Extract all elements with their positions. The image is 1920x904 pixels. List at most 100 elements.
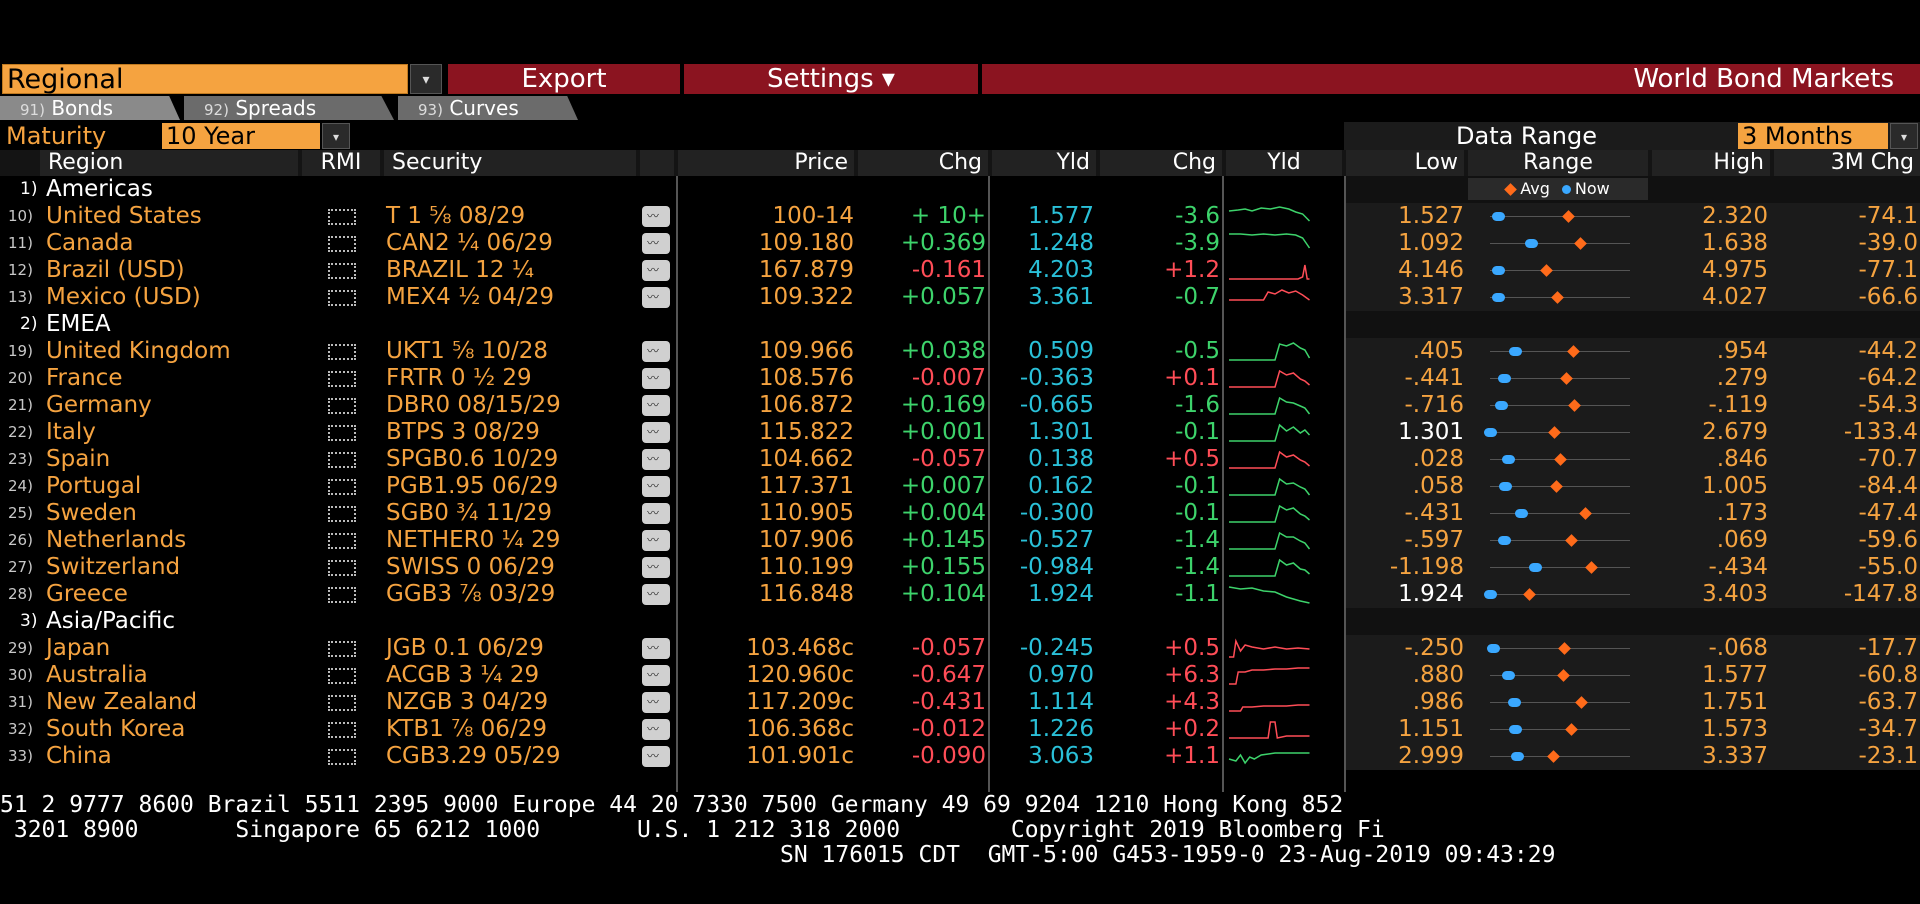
region-name[interactable]: Mexico (USD): [46, 284, 201, 310]
region-name[interactable]: Italy: [46, 419, 96, 445]
col-high[interactable]: High: [1652, 150, 1770, 176]
rmi-checkbox[interactable]: [328, 263, 356, 279]
table-row[interactable]: 20) France FRTR 0 ½ 29 〰 108.576 -0.007 -0.363…: [0, 365, 1920, 392]
settings-button[interactable]: Settings ▾: [684, 64, 978, 94]
chart-icon[interactable]: 〰: [642, 503, 670, 524]
rmi-checkbox[interactable]: [328, 668, 356, 684]
region-name[interactable]: Germany: [46, 392, 152, 418]
table-row[interactable]: 23) Spain SPGB0.6 10/29 〰 104.662 -0.057 0.138…: [0, 446, 1920, 473]
region-name[interactable]: France: [46, 365, 123, 391]
table-row[interactable]: 19) United Kingdom UKT1 ⅝ 10/28 〰 109.966 +0.…: [0, 338, 1920, 365]
regional-dropdown-button[interactable]: ▾: [410, 64, 442, 94]
table-row[interactable]: 25) Sweden SGB0 ¾ 11/29 〰 110.905 +0.004 -0.30…: [0, 500, 1920, 527]
tab-bonds[interactable]: 91) Bonds: [0, 96, 180, 120]
rmi-checkbox[interactable]: [328, 344, 356, 360]
export-button[interactable]: Export: [448, 64, 680, 94]
security-name[interactable]: SWISS 0 06/29: [386, 554, 555, 580]
security-name[interactable]: NZGB 3 04/29: [386, 689, 549, 715]
col-yld-chg[interactable]: Chg: [1100, 150, 1222, 176]
chart-icon[interactable]: 〰: [642, 449, 670, 470]
table-row[interactable]: 26) Netherlands NETHER0 ¼ 29 〰 107.906 +0.145…: [0, 527, 1920, 554]
table-row[interactable]: 31) New Zealand NZGB 3 04/29 〰 117.209c -0.43…: [0, 689, 1920, 716]
region-name[interactable]: Netherlands: [46, 527, 187, 553]
rmi-checkbox[interactable]: [328, 641, 356, 657]
table-row[interactable]: 28) Greece GGB3 ⅞ 03/29 〰 116.848 +0.104 1.924…: [0, 581, 1920, 608]
region-name[interactable]: Sweden: [46, 500, 137, 526]
chart-icon[interactable]: 〰: [642, 692, 670, 713]
region-name[interactable]: Switzerland: [46, 554, 181, 580]
chart-icon[interactable]: 〰: [642, 665, 670, 686]
group-label[interactable]: Asia/Pacific: [46, 608, 176, 634]
security-name[interactable]: NETHER0 ¼ 29: [386, 527, 561, 553]
region-name[interactable]: Portugal: [46, 473, 142, 499]
chart-icon[interactable]: 〰: [642, 422, 670, 443]
table-row[interactable]: 22) Italy BTPS 3 08/29 〰 115.822 +0.001 1.301 -…: [0, 419, 1920, 446]
table-row[interactable]: 30) Australia ACGB 3 ¼ 29 〰 120.960c -0.647 0.…: [0, 662, 1920, 689]
region-name[interactable]: Spain: [46, 446, 111, 472]
col-chg[interactable]: Chg: [858, 150, 988, 176]
region-name[interactable]: United Kingdom: [46, 338, 231, 364]
security-name[interactable]: PGB1.95 06/29: [386, 473, 559, 499]
table-row[interactable]: 29) Japan JGB 0.1 06/29 〰 103.468c -0.057 -0.2…: [0, 635, 1920, 662]
security-name[interactable]: UKT1 ⅝ 10/28: [386, 338, 549, 364]
security-name[interactable]: BRAZIL 12 ¼: [386, 257, 535, 283]
rmi-checkbox[interactable]: [328, 209, 356, 225]
region-name[interactable]: China: [46, 743, 112, 769]
region-name[interactable]: United States: [46, 203, 202, 229]
rmi-checkbox[interactable]: [328, 749, 356, 765]
region-name[interactable]: Australia: [46, 662, 148, 688]
security-name[interactable]: GGB3 ⅞ 03/29: [386, 581, 556, 607]
maturity-select[interactable]: 10 Year: [162, 123, 320, 149]
rmi-checkbox[interactable]: [328, 236, 356, 252]
security-name[interactable]: BTPS 3 08/29: [386, 419, 540, 445]
table-row[interactable]: 24) Portugal PGB1.95 06/29 〰 117.371 +0.007 0.…: [0, 473, 1920, 500]
maturity-dropdown-button[interactable]: ▾: [322, 123, 350, 149]
chart-icon[interactable]: 〰: [642, 746, 670, 767]
regional-select[interactable]: Regional: [2, 64, 408, 95]
rmi-checkbox[interactable]: [328, 290, 356, 306]
rmi-checkbox[interactable]: [328, 479, 356, 495]
rmi-checkbox[interactable]: [328, 722, 356, 738]
data-range-dropdown-button[interactable]: ▾: [1890, 123, 1918, 149]
region-name[interactable]: South Korea: [46, 716, 186, 742]
table-row[interactable]: 10) United States T 1 ⅝ 08/29 〰 100-14 + 10+ 1…: [0, 203, 1920, 230]
chart-icon[interactable]: 〰: [642, 584, 670, 605]
chart-icon[interactable]: 〰: [642, 260, 670, 281]
region-name[interactable]: Japan: [46, 635, 111, 661]
security-name[interactable]: ACGB 3 ¼ 29: [386, 662, 540, 688]
chart-icon[interactable]: 〰: [642, 719, 670, 740]
chart-icon[interactable]: 〰: [642, 233, 670, 254]
col-yld-chart[interactable]: Yld: [1226, 150, 1342, 176]
table-row[interactable]: 21) Germany DBR0 08/15/29 〰 106.872 +0.169 -0.…: [0, 392, 1920, 419]
col-rmi[interactable]: RMI: [302, 150, 380, 176]
security-name[interactable]: SPGB0.6 10/29: [386, 446, 559, 472]
table-row[interactable]: 11) Canada CAN2 ¼ 06/29 〰 109.180 +0.369 1.248…: [0, 230, 1920, 257]
security-name[interactable]: KTB1 ⅞ 06/29: [386, 716, 547, 742]
col-price[interactable]: Price: [678, 150, 854, 176]
chart-icon[interactable]: 〰: [642, 206, 670, 227]
security-name[interactable]: CAN2 ¼ 06/29: [386, 230, 553, 256]
table-row[interactable]: 33) China CGB3.29 05/29 〰 101.901c -0.090 3.06…: [0, 743, 1920, 770]
rmi-checkbox[interactable]: [328, 425, 356, 441]
rmi-checkbox[interactable]: [328, 452, 356, 468]
group-label[interactable]: EMEA: [46, 311, 111, 337]
rmi-checkbox[interactable]: [328, 560, 356, 576]
rmi-checkbox[interactable]: [328, 398, 356, 414]
chart-icon[interactable]: 〰: [642, 530, 670, 551]
tab-spreads[interactable]: 92) Spreads: [184, 96, 394, 120]
table-row[interactable]: 32) South Korea KTB1 ⅞ 06/29 〰 106.368c -0.01…: [0, 716, 1920, 743]
rmi-checkbox[interactable]: [328, 587, 356, 603]
col-yld[interactable]: Yld: [992, 150, 1096, 176]
col-region[interactable]: Region: [40, 150, 298, 176]
tab-curves[interactable]: 93) Curves: [398, 96, 578, 120]
table-row[interactable]: 13) Mexico (USD) MEX4 ½ 04/29 〰 109.322 +0.05…: [0, 284, 1920, 311]
group-label[interactable]: Americas: [46, 176, 153, 202]
table-row[interactable]: 12) Brazil (USD) BRAZIL 12 ¼ 〰 167.879 -0.161…: [0, 257, 1920, 284]
chart-icon[interactable]: 〰: [642, 368, 670, 389]
data-range-select[interactable]: 3 Months: [1738, 123, 1888, 149]
region-name[interactable]: Canada: [46, 230, 134, 256]
security-name[interactable]: FRTR 0 ½ 29: [386, 365, 532, 391]
rmi-checkbox[interactable]: [328, 506, 356, 522]
chart-icon[interactable]: 〰: [642, 395, 670, 416]
security-name[interactable]: T 1 ⅝ 08/29: [386, 203, 526, 229]
